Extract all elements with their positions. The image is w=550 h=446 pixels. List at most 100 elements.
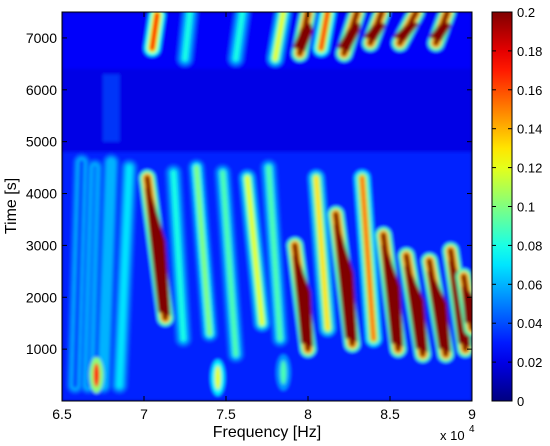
ridge-stroke-2 <box>193 165 213 337</box>
plot-frame <box>61 11 473 402</box>
x-multiplier-base: x 10 <box>440 428 465 443</box>
ridge-hot-core <box>381 245 404 348</box>
ridge-stroke-2 <box>266 165 283 342</box>
bottom-blob-core <box>93 363 100 388</box>
ridge-stroke-2 <box>116 165 132 388</box>
colorbar-tick-label: 0.1 <box>517 200 535 215</box>
ridge-4 <box>139 169 174 327</box>
ridge-14 <box>375 227 407 358</box>
top-streak-hot-core <box>292 22 313 52</box>
top-streak-stroke-2 <box>182 12 193 62</box>
bottom-blob-2 <box>276 354 291 391</box>
ridge-16 <box>421 252 454 363</box>
ridge-stroke-2 <box>85 165 98 388</box>
x-tick-label: 7.5 <box>216 406 236 422</box>
top-streak-3 <box>267 12 292 67</box>
ridge-6 <box>188 159 218 342</box>
x-axis-title: Frequency [Hz] <box>213 424 321 441</box>
top-streak-4 <box>291 12 316 62</box>
top-streak-1 <box>177 12 198 67</box>
ridge-5 <box>165 164 192 347</box>
y-tick-label: 2000 <box>26 289 57 305</box>
colorbar-tick-label: 0.18 <box>517 44 542 59</box>
top-streak-hot-core <box>392 22 420 42</box>
ridge-stroke-2 <box>359 175 377 342</box>
quiet-band <box>62 69 472 153</box>
top-streak-hot-core <box>428 22 451 42</box>
ridge-7 <box>214 164 244 363</box>
ridge-hot-core <box>427 270 451 353</box>
x-multiplier: x 10 4 <box>440 424 475 443</box>
x-tick-label: 9 <box>468 406 476 422</box>
x-tick-label: 6.5 <box>52 406 72 422</box>
top-streak-hot-core <box>337 22 361 52</box>
top-streak-stroke-2 <box>272 12 286 62</box>
y-axis-title: Time [s] <box>3 178 20 234</box>
ridge-hot-core <box>404 265 428 353</box>
ridge-hot-core <box>461 286 472 325</box>
colorbar-tick-label: 0.08 <box>517 238 542 253</box>
y-tick-label: 6000 <box>26 82 57 98</box>
y-tick-label: 1000 <box>26 341 57 357</box>
top-streak-8 <box>391 12 425 52</box>
ridge-8 <box>239 169 271 332</box>
top-streak-0 <box>144 12 166 57</box>
top-streak-stroke-2 <box>149 12 160 51</box>
y-tick-label: 4000 <box>26 186 57 202</box>
ridge-stroke-2 <box>72 159 85 388</box>
colorbar-gradient <box>492 12 512 401</box>
y-tick-label: 5000 <box>26 134 57 150</box>
top-streak-hot-core <box>363 22 386 42</box>
y-tick-label: 7000 <box>26 30 57 46</box>
x-tick-label: 7 <box>140 406 148 422</box>
y-axis-ticks: 1000 2000 3000 4000 5000 6000 7000 <box>26 30 472 357</box>
ridge-13 <box>354 169 382 347</box>
ridge-11 <box>308 169 336 337</box>
top-streak-2 <box>227 12 251 67</box>
ridge-hot-core <box>145 187 171 317</box>
x-tick-label: 8.5 <box>380 406 400 422</box>
ridge-9 <box>260 159 289 347</box>
top-streak-stroke-2 <box>318 12 331 51</box>
top-streak-stroke-2 <box>233 12 245 62</box>
colorbar-tick-label: 0.06 <box>517 277 542 292</box>
ridge-stroke-2 <box>244 175 265 326</box>
top-streak-9 <box>427 12 456 52</box>
quiet-band-glow <box>103 74 120 142</box>
ridge-10 <box>286 237 316 358</box>
ridge-stroke-2 <box>220 170 239 357</box>
colorbar-tick-label: 0.16 <box>517 83 542 98</box>
top-streak-7 <box>362 12 390 52</box>
ridge-2 <box>95 154 120 394</box>
top-streak-6 <box>336 12 366 62</box>
ridge-stroke-2 <box>100 159 114 388</box>
y-tick-label: 3000 <box>26 237 57 253</box>
colorbar: 0 0.02 0.04 0.06 0.08 0.1 0.12 0.14 0.16 0.18 0.2 <box>491 5 542 409</box>
colorbar-tick-label: 0.14 <box>517 122 542 137</box>
colorbar-ticks: 0 0.02 0.04 0.06 0.08 0.1 0.12 0.14 0.16 0.18 0.2 <box>492 5 542 409</box>
ridge-15 <box>398 247 431 363</box>
bottom-blob-1 <box>210 359 225 396</box>
ridge-12 <box>327 206 361 352</box>
x-multiplier-exponent: 4 <box>469 424 475 435</box>
x-tick-label: 8 <box>304 406 312 422</box>
ridge-hot-core <box>333 224 358 342</box>
ridge-hot-core <box>292 255 313 348</box>
top-streak-5 <box>313 12 336 57</box>
heatmap-layer <box>62 12 472 401</box>
x-axis-ticks: 6.5 7 7.5 8 8.5 9 <box>52 12 476 422</box>
bottom-blob-0 <box>89 357 104 394</box>
colorbar-tick-label: 0 <box>517 394 524 409</box>
ridge-0 <box>67 154 90 394</box>
colorbar-tick-label: 0.02 <box>517 355 542 370</box>
ridge-18 <box>455 268 472 337</box>
colorbar-tick-label: 0.2 <box>517 5 535 20</box>
colorbar-tick-label: 0.12 <box>517 161 542 176</box>
colorbar-tick-label: 0.04 <box>517 316 542 331</box>
plot-area: 6.5 7 7.5 8 8.5 9 1000 2000 3000 4000 5000 6000 700… <box>26 11 476 422</box>
ridge-stroke-2 <box>313 175 331 331</box>
ridge-3 <box>111 159 138 394</box>
bottom-blob-core <box>214 365 221 390</box>
ridge-stroke-2 <box>171 170 186 342</box>
